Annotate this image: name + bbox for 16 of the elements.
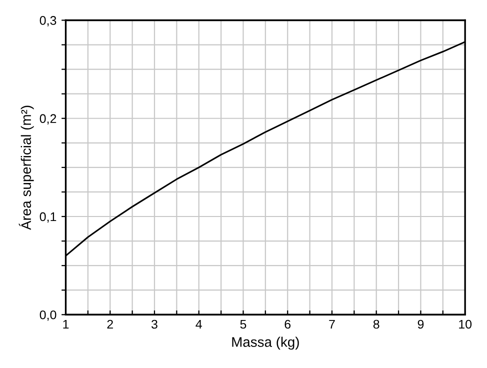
x-tick-label: 10 (459, 320, 472, 329)
y-axis-title: Área superficial (m²) (18, 106, 34, 230)
x-axis-title: Massa (kg) (232, 336, 299, 350)
y-tick-label: 0,0 (40, 310, 56, 321)
x-tick-label: 2 (107, 320, 113, 329)
x-tick-label: 7 (329, 320, 335, 329)
x-tick-label: 4 (196, 320, 202, 329)
y-tick-label: 0,1 (40, 212, 56, 223)
x-tick-label: 6 (284, 320, 291, 329)
x-tick-label: 3 (151, 320, 158, 329)
x-tick-label: 8 (373, 320, 380, 329)
x-tick-label: 5 (240, 320, 246, 329)
y-tick-label: 0,3 (40, 16, 56, 26)
x-tick-label: 9 (418, 320, 424, 329)
x-tick-label: 1 (63, 320, 69, 329)
y-tick-label: 0,2 (40, 114, 56, 124)
